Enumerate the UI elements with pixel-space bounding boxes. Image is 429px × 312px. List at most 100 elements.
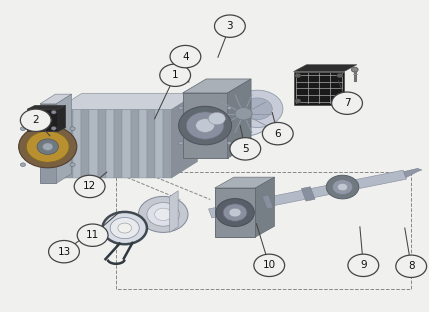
Polygon shape — [163, 110, 172, 178]
Circle shape — [396, 255, 426, 277]
Text: 6: 6 — [275, 129, 281, 139]
Polygon shape — [27, 109, 58, 131]
Circle shape — [18, 125, 77, 168]
Text: 13: 13 — [57, 247, 71, 257]
Circle shape — [326, 175, 359, 199]
Polygon shape — [214, 188, 255, 237]
Circle shape — [20, 163, 25, 167]
Circle shape — [295, 99, 301, 103]
Circle shape — [196, 119, 214, 132]
Polygon shape — [81, 110, 89, 178]
Polygon shape — [301, 187, 315, 201]
Circle shape — [39, 118, 45, 122]
Circle shape — [227, 106, 231, 110]
Text: 4: 4 — [182, 51, 189, 61]
Polygon shape — [122, 110, 130, 178]
Text: 12: 12 — [83, 182, 96, 192]
Circle shape — [154, 208, 172, 221]
Text: 10: 10 — [263, 260, 276, 270]
Circle shape — [29, 126, 34, 130]
Polygon shape — [183, 93, 227, 158]
Circle shape — [26, 131, 69, 162]
Circle shape — [227, 142, 231, 145]
Polygon shape — [147, 110, 155, 178]
Polygon shape — [73, 110, 81, 178]
Circle shape — [77, 224, 108, 246]
Circle shape — [337, 73, 343, 78]
Polygon shape — [404, 168, 422, 178]
Circle shape — [348, 254, 379, 276]
Circle shape — [337, 99, 343, 103]
Circle shape — [178, 106, 232, 145]
Circle shape — [223, 204, 247, 221]
Circle shape — [20, 127, 25, 130]
Polygon shape — [130, 110, 139, 178]
Polygon shape — [293, 65, 357, 71]
Polygon shape — [139, 110, 147, 178]
Circle shape — [254, 254, 284, 276]
Polygon shape — [334, 180, 347, 194]
Circle shape — [74, 175, 105, 197]
Circle shape — [351, 67, 358, 72]
Circle shape — [160, 64, 190, 86]
Circle shape — [216, 198, 254, 227]
Circle shape — [51, 110, 56, 114]
Polygon shape — [293, 71, 344, 105]
Circle shape — [208, 112, 225, 125]
Circle shape — [229, 208, 241, 217]
Text: 5: 5 — [242, 144, 248, 154]
Circle shape — [139, 196, 188, 232]
Polygon shape — [64, 110, 73, 178]
Circle shape — [295, 73, 301, 78]
Polygon shape — [208, 170, 407, 218]
Circle shape — [48, 241, 79, 263]
Circle shape — [179, 142, 183, 145]
Circle shape — [213, 91, 275, 136]
Text: 9: 9 — [360, 260, 367, 270]
Circle shape — [70, 163, 75, 167]
Circle shape — [214, 15, 245, 37]
Text: 2: 2 — [33, 115, 39, 125]
Circle shape — [332, 180, 353, 194]
Circle shape — [103, 212, 147, 244]
Polygon shape — [27, 105, 66, 109]
Circle shape — [179, 106, 183, 110]
Circle shape — [46, 118, 52, 122]
Polygon shape — [40, 94, 72, 104]
Circle shape — [232, 90, 283, 127]
Polygon shape — [169, 191, 178, 232]
Circle shape — [37, 139, 58, 154]
Polygon shape — [231, 201, 243, 215]
Circle shape — [332, 92, 363, 115]
Circle shape — [42, 143, 53, 150]
Polygon shape — [56, 94, 72, 183]
Polygon shape — [214, 177, 275, 188]
Polygon shape — [58, 105, 66, 131]
Text: 1: 1 — [172, 70, 178, 80]
Text: 7: 7 — [344, 98, 350, 108]
Text: 8: 8 — [408, 261, 414, 271]
Polygon shape — [183, 79, 251, 93]
Polygon shape — [172, 93, 197, 178]
Text: 3: 3 — [227, 21, 233, 31]
Circle shape — [170, 46, 201, 68]
Circle shape — [230, 138, 261, 160]
Circle shape — [20, 109, 51, 131]
Circle shape — [235, 108, 252, 120]
Circle shape — [147, 202, 179, 226]
Polygon shape — [89, 110, 97, 178]
Polygon shape — [262, 195, 273, 209]
Text: 11: 11 — [86, 230, 99, 240]
Circle shape — [70, 127, 75, 130]
Circle shape — [110, 217, 139, 239]
Polygon shape — [255, 177, 275, 237]
Circle shape — [29, 110, 34, 114]
Circle shape — [242, 98, 272, 120]
Circle shape — [337, 183, 347, 191]
Circle shape — [263, 122, 293, 145]
Polygon shape — [227, 79, 251, 158]
Polygon shape — [155, 110, 163, 178]
Polygon shape — [56, 110, 64, 178]
Polygon shape — [97, 110, 106, 178]
Polygon shape — [114, 110, 122, 178]
